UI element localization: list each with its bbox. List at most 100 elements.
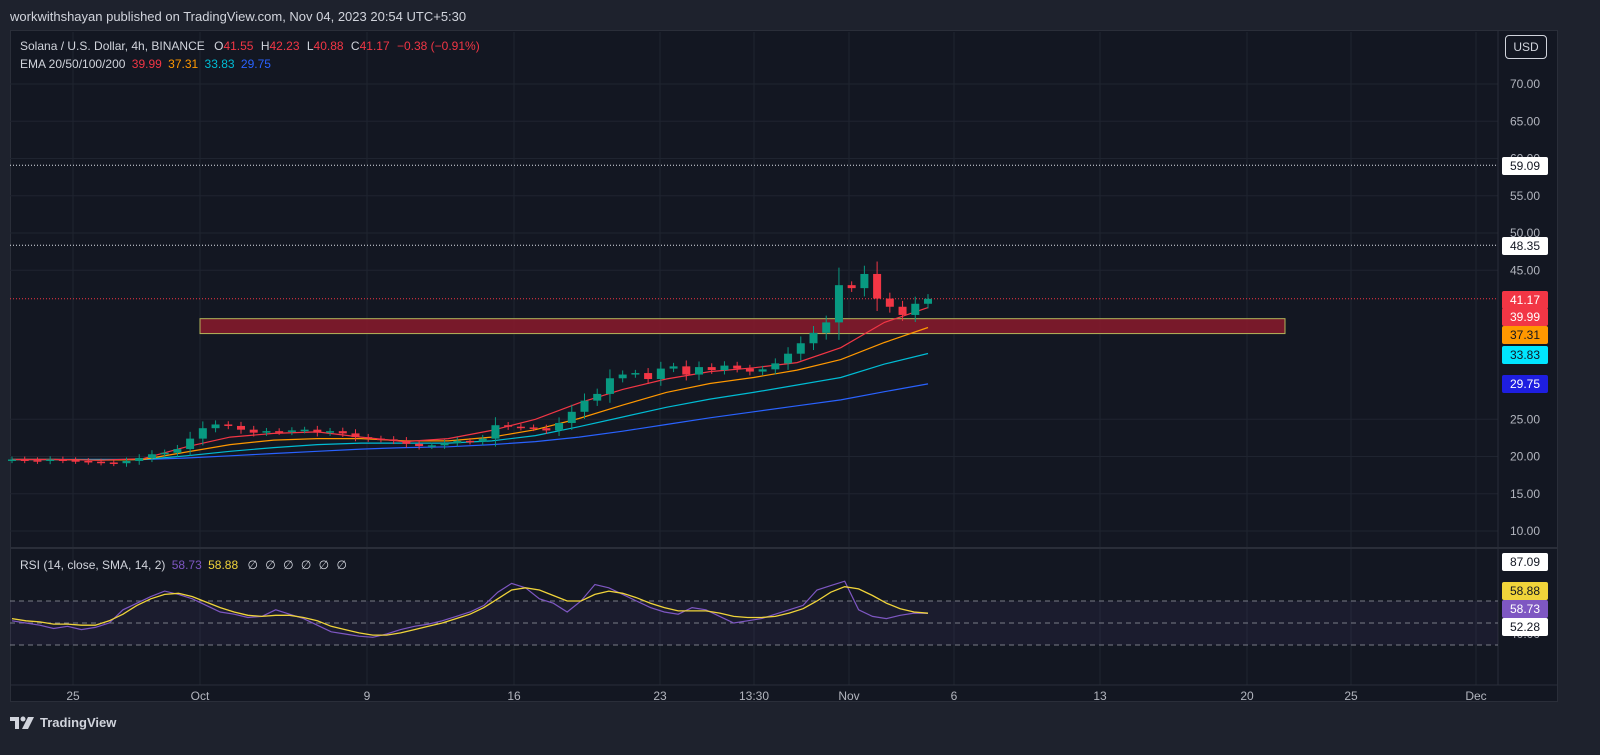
time-tick-label: 16 <box>507 689 521 703</box>
candle <box>415 443 424 447</box>
candle <box>249 429 258 433</box>
rsi-line <box>11 580 929 638</box>
price-tick-label: 70.00 <box>1510 77 1540 91</box>
candle <box>516 426 525 429</box>
candle <box>924 298 932 304</box>
support-zone <box>199 318 1286 335</box>
time-tick-label: Dec <box>1465 689 1486 703</box>
time-tick-label: 25 <box>1344 689 1358 703</box>
candle <box>542 428 551 431</box>
currency-button[interactable]: USD <box>1505 35 1547 59</box>
candle <box>8 459 16 461</box>
candle <box>898 306 907 315</box>
open-label: O <box>214 39 224 53</box>
ema20-value: 39.99 <box>131 57 162 71</box>
rsi-extra: ∅ <box>283 558 294 572</box>
rsi-extra: ∅ <box>265 558 276 572</box>
time-tick-label: 6 <box>951 689 958 703</box>
candle <box>351 433 360 438</box>
candle <box>287 430 296 432</box>
candle <box>784 353 793 364</box>
candle <box>771 363 780 370</box>
horizontal-levels <box>10 164 1498 300</box>
candle <box>453 440 462 444</box>
ema100-value: 33.83 <box>204 57 235 71</box>
close-label: C <box>350 39 360 53</box>
ema-legend[interactable]: EMA 20/50/100/200 39.99 37.31 33.83 29.7… <box>20 57 271 71</box>
tradingview-logo[interactable]: TradingView <box>10 715 116 730</box>
candle <box>71 460 80 462</box>
candle <box>440 443 449 446</box>
candle <box>911 303 920 315</box>
symbol-legend[interactable]: Solana / U.S. Dollar, 4h, BINANCE O41.55… <box>20 39 480 53</box>
candle <box>173 449 182 453</box>
change-value: −0.38 (−0.91%) <box>396 39 480 53</box>
candle <box>847 285 856 289</box>
time-tick-label: 20 <box>1240 689 1254 703</box>
candle <box>427 445 436 447</box>
candle <box>262 431 271 433</box>
rsi-pane <box>10 580 1498 646</box>
rsi-extra: ∅ <box>247 558 258 572</box>
candle <box>758 369 767 372</box>
candle <box>707 367 716 371</box>
ema-label: EMA 20/50/100/200 <box>20 57 126 71</box>
high-value: 42.23 <box>269 39 300 53</box>
axis-labels: 70.0065.0060.0055.0050.0045.0025.0020.00… <box>66 77 1540 703</box>
candle <box>834 285 843 323</box>
candle <box>275 431 284 433</box>
rsi-sma-value: 58.88 <box>208 558 239 572</box>
candle <box>326 431 335 433</box>
last-price-label: 41.17 <box>1502 291 1548 309</box>
time-tick-label: Oct <box>191 689 210 703</box>
candle <box>300 429 309 432</box>
rsi-legend[interactable]: RSI (14, close, SMA, 14, 2) 58.73 58.88 … <box>20 558 347 572</box>
candle <box>313 429 322 433</box>
ema200-value: 29.75 <box>240 57 271 71</box>
candle <box>682 366 691 375</box>
brand-name: TradingView <box>40 715 117 730</box>
candle <box>745 368 754 372</box>
close-value: 41.17 <box>359 39 390 53</box>
ema20-price-label: 39.99 <box>1502 308 1548 326</box>
candle <box>338 431 347 434</box>
candles-layer <box>8 261 932 467</box>
candle <box>147 454 156 458</box>
candle <box>84 460 93 463</box>
open-value: 41.55 <box>223 39 254 53</box>
candle <box>109 462 118 464</box>
rsi-mid-label: 52.28 <box>1502 618 1548 636</box>
candle <box>46 459 55 461</box>
price-tick-label: 65.00 <box>1510 114 1540 128</box>
top-bar: workwithshayan published on TradingView.… <box>0 0 1600 30</box>
candle <box>402 440 411 444</box>
candle <box>122 460 131 464</box>
rsi-high-label: 87.09 <box>1502 553 1548 571</box>
grid-lines <box>10 30 1558 686</box>
candle <box>733 365 742 369</box>
price-tick-label: 20.00 <box>1510 450 1540 464</box>
ema200-price-label: 29.75 <box>1502 375 1548 393</box>
candle <box>97 461 106 464</box>
ema200-line <box>12 383 929 461</box>
ema100-price-label: 33.83 <box>1502 346 1548 364</box>
candle <box>720 365 729 371</box>
low-value: 40.88 <box>313 39 344 53</box>
candle <box>135 457 144 461</box>
symbol-name: Solana / U.S. Dollar, 4h, BINANCE <box>20 39 205 53</box>
candle <box>580 400 589 412</box>
candle <box>491 425 500 439</box>
price-tick-label: 15.00 <box>1510 487 1540 501</box>
candle <box>885 298 894 307</box>
price-tick-label: 50.00 <box>1510 226 1540 240</box>
tradingview-logo-icon <box>10 716 34 729</box>
rsi-value-label: 58.73 <box>1502 600 1548 618</box>
low-label: L <box>306 39 314 53</box>
candle <box>58 459 67 461</box>
price-tick-label: 10.00 <box>1510 524 1540 538</box>
chart-frame[interactable] <box>10 30 1558 702</box>
candle <box>593 393 602 401</box>
rsi-extra: ∅ <box>300 558 312 572</box>
rsi-label: RSI (14, close, SMA, 14, 2) <box>20 558 166 572</box>
